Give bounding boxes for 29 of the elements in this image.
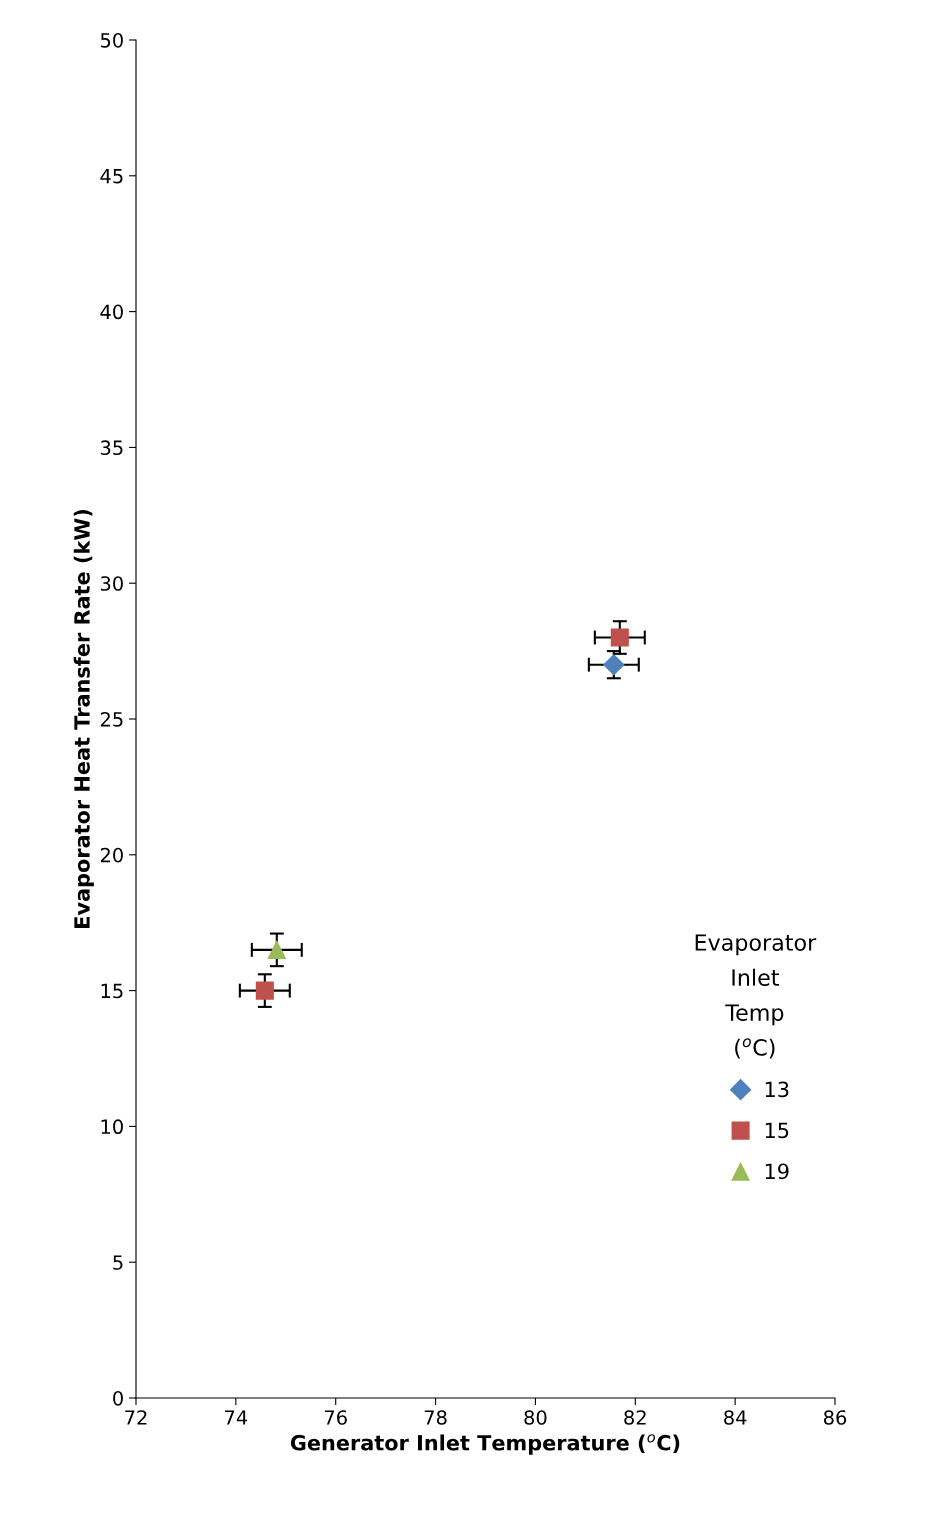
- y-tick-label: 40: [100, 304, 123, 320]
- x-tick-label: 76: [324, 1410, 347, 1425]
- x-tick-label: 72: [125, 1410, 147, 1425]
- point: [267, 940, 286, 959]
- point: [603, 654, 625, 676]
- x-tick-label: 74: [225, 1410, 248, 1425]
- y-tick-label: 0: [113, 1390, 123, 1406]
- x-tick-label: 84: [724, 1410, 747, 1425]
- x-tick-label: 80: [524, 1410, 547, 1425]
- x-tick-label: 82: [624, 1410, 646, 1425]
- y-tick-label: 20: [100, 847, 123, 863]
- y-tick-label: 5: [113, 1255, 123, 1270]
- y-tick-label: 25: [100, 711, 123, 727]
- x-tick-label: 86: [823, 1410, 847, 1425]
- x-tick-label: 78: [424, 1410, 447, 1425]
- y-tick-label: 10: [101, 1119, 123, 1135]
- x-axis-title: Generator Inlet Temperature ($^{o}$C): [290, 1434, 680, 1455]
- y-axis-title: Evaporator Heat Transfer Rate (kW): [73, 509, 94, 928]
- legend-label: 13: [765, 1081, 789, 1098]
- point: [255, 981, 274, 1000]
- y-tick-label: 15: [101, 983, 123, 999]
- legend-label: 19: [765, 1163, 789, 1180]
- legend-label: 15: [765, 1122, 789, 1139]
- y-tick-label: 45: [100, 169, 123, 184]
- y-tick-label: 30: [100, 576, 123, 591]
- y-tick-label: 35: [100, 440, 123, 456]
- legend-title: Evaporator Inlet Temp ($^{o}$C): [695, 934, 817, 1059]
- y-tick-label: 50: [100, 32, 123, 48]
- point: [610, 628, 629, 647]
